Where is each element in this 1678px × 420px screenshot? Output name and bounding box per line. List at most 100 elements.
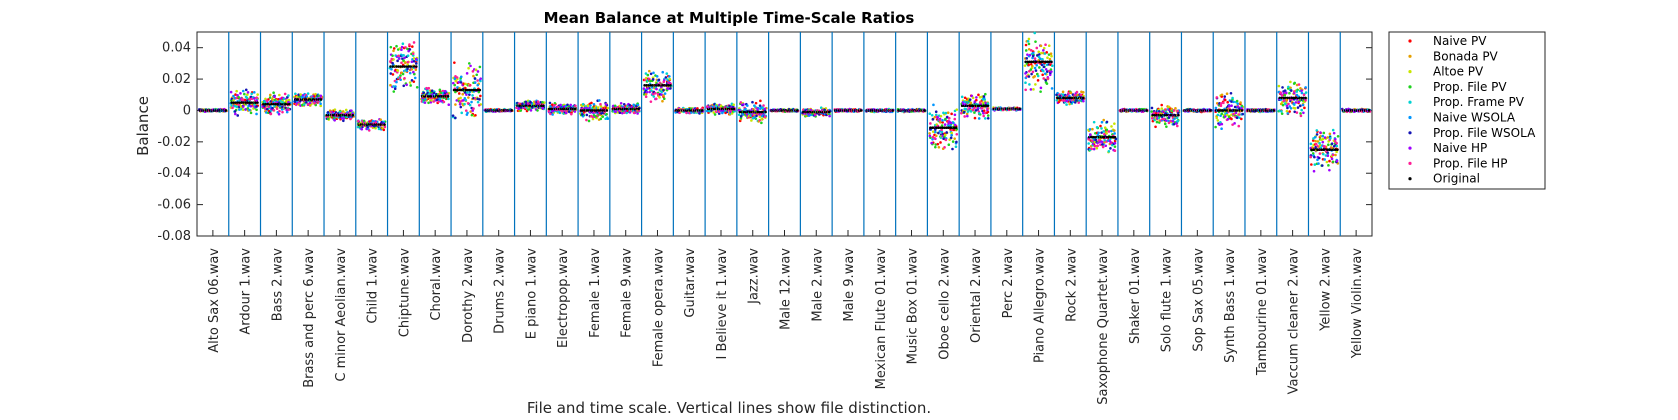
x-tick-label: Tambourine 01.wav (1255, 248, 1270, 376)
data-point (423, 101, 427, 104)
data-point (438, 88, 442, 92)
data-point (467, 96, 470, 99)
original-point (593, 109, 597, 112)
data-point (646, 73, 650, 77)
data-point (451, 81, 455, 85)
data-point (585, 118, 588, 122)
data-point (658, 96, 661, 99)
data-point (408, 43, 411, 46)
data-point (459, 78, 462, 82)
x-tick-label: Oriental 2.wav (969, 248, 984, 343)
data-point (828, 114, 831, 118)
original-point (466, 88, 470, 92)
original-point (454, 88, 458, 92)
data-point (739, 114, 743, 118)
data-point (550, 103, 554, 107)
data-point (754, 101, 758, 105)
data-point (447, 97, 450, 101)
data-point (1032, 88, 1035, 91)
data-point (1289, 80, 1292, 84)
data-point (1027, 37, 1031, 41)
data-point (414, 68, 418, 72)
data-point (1104, 144, 1108, 148)
data-point (946, 111, 950, 115)
data-point (685, 111, 688, 115)
data-point (391, 54, 394, 57)
data-point (982, 114, 986, 118)
data-point (1041, 57, 1044, 61)
original-point (474, 88, 478, 92)
data-point (936, 142, 940, 146)
data-point (1039, 44, 1043, 48)
data-point (934, 130, 937, 134)
data-point (1230, 117, 1233, 121)
data-point (406, 54, 410, 58)
data-point (601, 115, 605, 118)
data-point (661, 99, 664, 103)
data-point (1023, 64, 1027, 67)
data-point (1096, 144, 1099, 148)
data-point (606, 117, 610, 120)
data-point (960, 95, 964, 99)
data-point (453, 61, 456, 64)
data-point (529, 109, 533, 112)
data-point (1229, 91, 1233, 95)
x-tick-label: Chiptune.wav (397, 248, 412, 337)
data-point (934, 145, 937, 149)
original-point (1145, 109, 1149, 112)
data-point (1113, 149, 1117, 153)
data-point (305, 101, 308, 104)
data-point (1113, 145, 1117, 148)
data-point (412, 41, 416, 44)
data-point (1160, 107, 1164, 110)
data-point (469, 110, 472, 113)
original-point (399, 65, 402, 68)
original-point (244, 101, 247, 104)
original-point (476, 88, 480, 92)
data-point (400, 61, 403, 65)
data-point (1232, 100, 1236, 104)
data-point (953, 123, 957, 127)
data-point (469, 64, 472, 68)
data-point (458, 102, 462, 106)
original-point (986, 104, 990, 108)
data-point (1288, 110, 1291, 113)
data-point (1027, 75, 1031, 78)
data-point (1219, 104, 1223, 107)
data-point (235, 105, 239, 109)
original-point (1177, 113, 1180, 117)
original-point (456, 88, 460, 92)
data-point (390, 67, 393, 71)
original-point (585, 109, 589, 112)
data-point (1236, 102, 1240, 105)
data-point (1050, 64, 1054, 68)
data-point (966, 114, 969, 118)
x-tick-label: Drums 2.wav (493, 248, 508, 334)
data-point (472, 74, 475, 78)
data-point (1298, 104, 1302, 108)
data-point (763, 115, 767, 119)
data-point (1033, 31, 1037, 35)
data-point (928, 134, 932, 138)
data-point (1101, 143, 1104, 146)
data-point (404, 61, 407, 64)
data-point (1216, 119, 1220, 122)
data-point (237, 103, 241, 107)
data-point (236, 114, 240, 117)
original-point (397, 65, 400, 68)
data-point (586, 104, 590, 108)
data-point (1283, 93, 1286, 97)
data-point (317, 94, 321, 98)
data-point (414, 57, 418, 61)
data-point (1035, 63, 1039, 67)
data-point (1288, 91, 1291, 95)
data-point (1281, 103, 1285, 107)
data-point (588, 106, 591, 110)
data-point (424, 98, 427, 101)
data-point (1297, 83, 1301, 86)
data-point (414, 62, 418, 65)
data-point (649, 100, 653, 103)
data-point (1048, 57, 1052, 61)
data-point (753, 116, 757, 119)
data-point (277, 97, 280, 101)
